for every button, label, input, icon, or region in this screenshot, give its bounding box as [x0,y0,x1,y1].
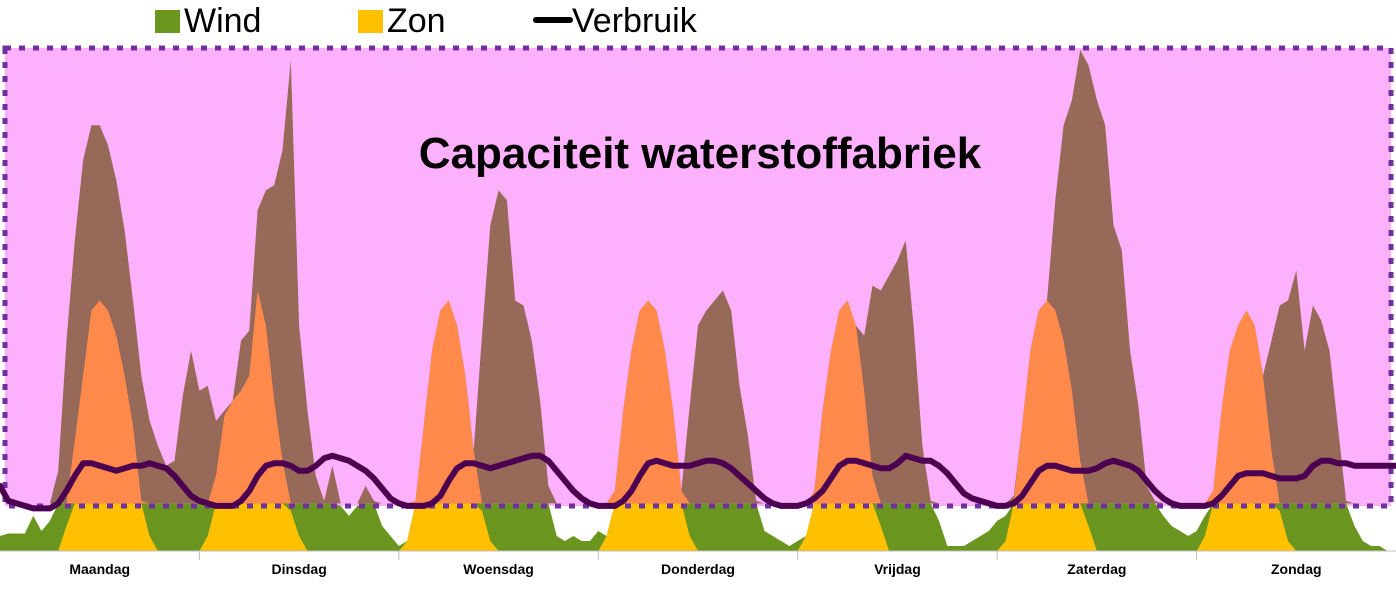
legend-label-verbruik: Verbruik [572,2,698,40]
x-tick-label: Donderdag [661,561,735,577]
legend-label-zon: Zon [387,2,446,40]
x-tick-label: Zaterdag [1067,561,1126,577]
x-tick-label: Maandag [69,561,130,577]
x-tick-label: Zondag [1271,561,1322,577]
legend-label-wind: Wind [184,2,261,40]
x-tick-label: Vrijdag [874,561,921,577]
capacity-annotation: Capaciteit waterstoffabriek [419,129,982,178]
x-axis: Maandag Dinsdag Woensdag Donderdag Vrijdag Za… [0,550,1396,577]
line-layer [0,452,1396,512]
legend-swatch-zon [358,10,383,33]
legend-swatch-wind [155,10,180,33]
area-layer [0,50,1396,551]
verbruik-line [0,452,1396,512]
zon-surplus-area [0,290,1396,504]
capacity-border [2,45,1394,509]
x-tick-label: Dinsdag [272,561,327,577]
x-tick-label: Woensdag [463,561,534,577]
zon-area [0,503,1396,551]
legend: Wind Zon Verbruik [155,2,698,40]
